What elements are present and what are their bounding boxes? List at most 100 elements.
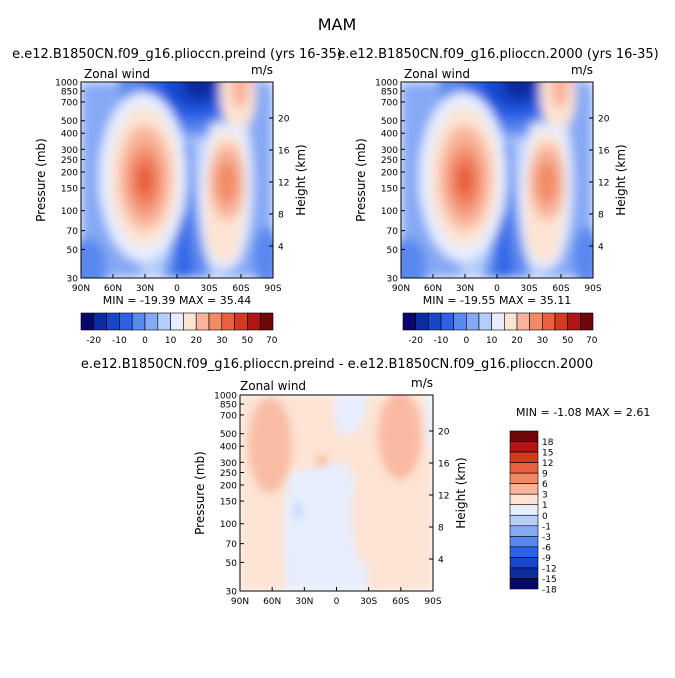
x-tick-label: 90S <box>424 597 441 607</box>
colorbar-swatch <box>509 557 539 569</box>
y2-tick-label: 12 <box>278 179 289 189</box>
y-tick-label: 300 <box>61 146 78 156</box>
y-tick-label: 250 <box>220 469 237 479</box>
panel-right-label: m/s <box>571 63 593 77</box>
y2-tick-label: 20 <box>438 428 450 438</box>
x-tick-label: 0 <box>334 597 340 607</box>
figure-title: MAM <box>318 15 357 34</box>
colorbar-swatch <box>93 312 107 331</box>
colorbar-swatch <box>509 493 539 506</box>
colorbar-swatch <box>466 312 480 331</box>
colorbar-swatch <box>106 312 120 331</box>
y-tick-label: 500 <box>61 117 78 127</box>
colorbar-label: 1 <box>542 501 548 511</box>
colorbar-label: 0 <box>142 336 148 346</box>
y2-tick-label: 8 <box>278 211 284 221</box>
x-tick-label: 30N <box>295 597 313 607</box>
y-tick-label: 30 <box>387 275 399 285</box>
colorbar-swatch <box>453 312 467 331</box>
y-tick-label: 250 <box>61 156 78 166</box>
y-tick-label: 850 <box>61 88 78 98</box>
x-tick-label: 0 <box>174 284 180 294</box>
colorbar-label: 50 <box>242 336 254 346</box>
y-tick-label: 1000 <box>375 79 398 89</box>
y-tick-label: 700 <box>381 98 398 108</box>
colorbar-label: 30 <box>537 336 549 346</box>
y-tick-label: 50 <box>387 246 399 256</box>
y-tick-label: 500 <box>220 430 237 440</box>
colorbar-swatch <box>509 567 539 579</box>
colorbar-swatch <box>80 312 95 331</box>
x-tick-label: 90N <box>231 597 249 607</box>
colorbar-swatch <box>195 312 210 331</box>
colorbar-swatch <box>542 312 556 331</box>
panel-left-label: Zonal wind <box>84 67 150 81</box>
y-axis-title: Pressure (mb) <box>354 138 368 222</box>
colorbar-swatch <box>509 430 539 442</box>
y-tick-label: 1000 <box>55 79 78 89</box>
colorbar-swatch <box>478 312 492 331</box>
colorbar-label: -6 <box>542 543 551 553</box>
colorbar-label: -9 <box>542 554 551 564</box>
x-tick-label: 90S <box>584 284 601 294</box>
y-tick-label: 400 <box>61 130 78 140</box>
y-tick-label: 200 <box>381 168 398 178</box>
colorbar-swatch <box>144 312 159 331</box>
y-tick-label: 250 <box>381 156 398 166</box>
colorbar-horizontal-1: -20 -10 0 10 20 30 50 70 <box>80 312 278 346</box>
y-tick-label: 1000 <box>214 392 237 402</box>
x-tick-label: 90S <box>264 284 281 294</box>
y-tick-label: 850 <box>381 88 398 98</box>
x-tick-label: 30S <box>360 597 377 607</box>
y-tick-label: 200 <box>220 481 237 491</box>
colorbar-swatch <box>170 312 184 331</box>
y-tick-label: 70 <box>67 227 79 237</box>
y-tick-label: 70 <box>226 540 238 550</box>
colorbar-swatch <box>516 312 530 331</box>
panel-title: e.e12.B1850CN.f09_g16.plioccn.preind - e… <box>81 357 593 372</box>
x-tick-label: 90N <box>392 284 410 294</box>
colorbar-swatch <box>234 312 248 331</box>
colorbar-swatch <box>259 312 274 331</box>
colorbar-label: -10 <box>434 336 449 346</box>
colorbar-swatch <box>509 483 539 495</box>
y-tick-label: 300 <box>381 146 398 156</box>
y2-axis-title: Height (km) <box>294 144 308 215</box>
colorbar-swatch <box>208 312 223 331</box>
colorbar-label: 18 <box>542 438 554 448</box>
y2-tick-label: 12 <box>438 492 449 502</box>
colorbar-swatch <box>509 525 539 537</box>
min-max-label: MIN = -19.55 MAX = 35.11 <box>423 294 571 307</box>
colorbar-swatch <box>157 312 171 331</box>
colorbar-label: 0 <box>542 512 548 522</box>
y-tick-label: 500 <box>381 117 398 127</box>
y-tick-label: 300 <box>220 459 237 469</box>
x-tick-label: 60S <box>392 597 409 607</box>
colorbar-swatch <box>440 312 454 331</box>
x-tick-label: 90N <box>72 284 90 294</box>
colorbar-swatch <box>509 441 539 453</box>
y-tick-label: 700 <box>220 411 237 421</box>
x-tick-label: 60S <box>552 284 569 294</box>
x-tick-label: 30N <box>136 284 154 294</box>
colorbar-swatch <box>554 312 568 331</box>
y2-tick-label: 16 <box>278 147 290 157</box>
y-tick-label: 700 <box>61 98 78 108</box>
colorbar-swatch <box>567 312 581 331</box>
min-max-label: MIN = -1.08 MAX = 2.61 <box>516 406 650 419</box>
y-tick-label: 30 <box>226 588 238 598</box>
colorbar-swatch <box>119 312 133 331</box>
y-axis-title: Pressure (mb) <box>34 138 48 222</box>
panel-2000: e.e12.B1850CN.f09_g16.plioccn.2000 (yrs … <box>337 47 658 307</box>
colorbar-label: 9 <box>542 470 548 480</box>
colorbar-label: 50 <box>562 336 574 346</box>
y2-tick-label: 8 <box>438 524 444 534</box>
y-tick-label: 150 <box>381 185 398 195</box>
colorbar-label: 3 <box>542 491 548 501</box>
colorbar-horizontal-2: -20 -10 0 10 20 30 50 70 <box>402 312 598 346</box>
colorbar-swatch <box>529 312 543 331</box>
y2-tick-label: 16 <box>438 460 450 470</box>
